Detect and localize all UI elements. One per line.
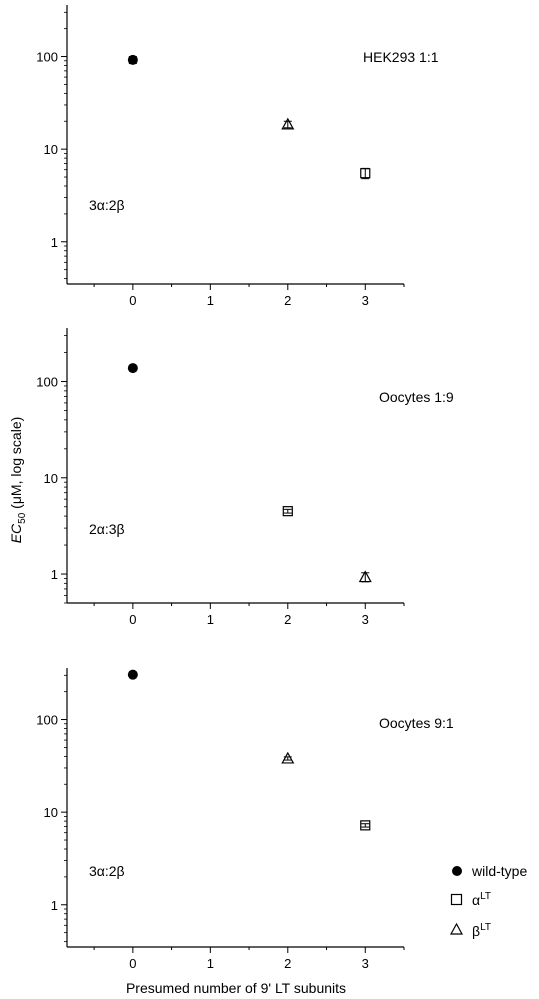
data-point-beta-lt [358, 570, 372, 583]
panel-2: 0 1 2 3 1 10 100 Oocytes 1:9 2α:3β [36, 328, 454, 627]
x-tick-label: 2 [284, 293, 291, 308]
data-point-wild-type [127, 54, 138, 65]
legend-item-alpha-lt: αLT [450, 891, 491, 908]
panel-1: 0 1 2 3 1 10 100 HEK293 1:1 3α:2β [36, 5, 439, 308]
data-point-wild-type [127, 669, 138, 680]
panel-condition-label: HEK293 1:1 [363, 49, 439, 65]
legend-marker-open-square [450, 893, 463, 906]
y-axis-title: EC50 (μM, log scale) [8, 417, 28, 544]
y-tick-label: 10 [44, 471, 58, 486]
x-tick-label: 3 [362, 612, 369, 627]
x-tick-label: 3 [362, 956, 369, 971]
panel-condition-label: Oocytes 9:1 [379, 715, 454, 731]
data-point-alpha-lt [360, 168, 371, 179]
stoichiometry-label: 3α:2β [89, 197, 125, 213]
data-point-beta-lt [281, 751, 295, 764]
x-tick-label: 2 [284, 956, 291, 971]
legend-label-alpha-lt: αLT [472, 891, 491, 908]
legend: wild-type αLT βLT [449, 863, 527, 939]
data-point-alpha-lt [360, 820, 371, 831]
panel-condition-label: Oocytes 1:9 [379, 389, 454, 405]
y-tick-label: 100 [36, 713, 58, 728]
x-tick-label: 0 [129, 612, 136, 627]
legend-label-beta-lt: βLT [472, 922, 491, 939]
y-tick-label: 10 [44, 805, 58, 820]
y-tick-label: 1 [51, 235, 58, 250]
x-tick-label: 0 [129, 956, 136, 971]
y-tick-label: 1 [51, 567, 58, 582]
legend-marker-filled-circle [452, 866, 462, 876]
x-tick-label: 0 [129, 293, 136, 308]
data-point-beta-lt [281, 117, 295, 130]
x-tick-label: 1 [207, 612, 214, 627]
y-tick-label: 1 [51, 898, 58, 913]
legend-item-beta-lt: βLT [449, 922, 491, 939]
stoichiometry-label: 3α:2β [89, 863, 125, 879]
legend-item-wild-type: wild-type [452, 863, 527, 879]
y-tick-label: 10 [44, 142, 58, 157]
x-tick-label: 1 [207, 956, 214, 971]
data-point-alpha-lt [282, 506, 293, 517]
y-tick-label: 100 [36, 50, 58, 65]
y-tick-label: 100 [36, 375, 58, 390]
x-tick-label: 2 [284, 612, 291, 627]
legend-label-wild-type: wild-type [471, 863, 527, 879]
x-axis-title: Presumed number of 9' LT subunits [126, 980, 346, 996]
x-tick-label: 3 [362, 293, 369, 308]
x-tick-label: 1 [207, 293, 214, 308]
legend-marker-open-triangle [449, 922, 464, 935]
data-point-wild-type [127, 363, 138, 374]
panel-3: 0 1 2 3 1 10 100 Oocytes 9:1 3α:2β [36, 668, 454, 971]
stoichiometry-label: 2α:3β [89, 521, 125, 537]
